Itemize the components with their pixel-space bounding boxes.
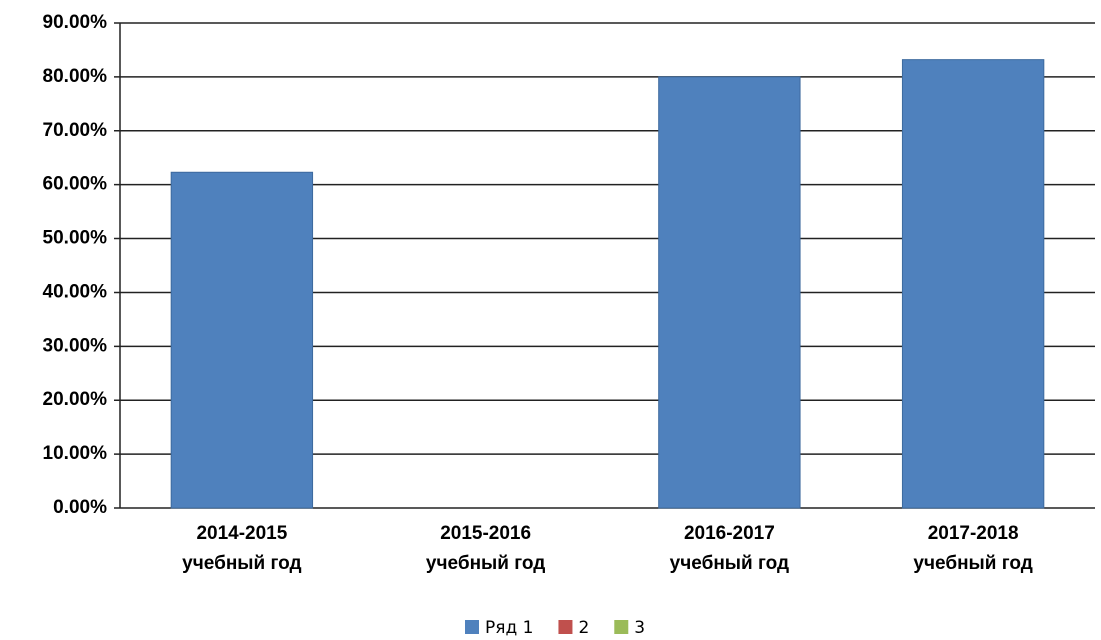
y-tick-label: 90.00% bbox=[43, 12, 108, 33]
y-tick-label: 50.00% bbox=[43, 228, 108, 249]
legend-label: Ряд 1 bbox=[485, 618, 533, 638]
bar bbox=[658, 76, 801, 509]
legend-label: 2 bbox=[578, 618, 589, 638]
y-tick-label: 20.00% bbox=[43, 389, 108, 410]
x-tick-label: 2015-2016 учебный год bbox=[426, 523, 545, 574]
y-tick-label: 40.00% bbox=[43, 281, 108, 302]
y-tick-label: 0.00% bbox=[53, 497, 107, 518]
bar bbox=[901, 59, 1045, 509]
bar bbox=[170, 171, 314, 509]
legend-swatch bbox=[465, 620, 479, 634]
x-tick-label: 2016-2017 учебный год bbox=[670, 523, 789, 574]
y-tick-label: 70.00% bbox=[43, 120, 108, 141]
legend-swatch bbox=[558, 620, 573, 634]
y-tick-label: 80.00% bbox=[43, 66, 108, 87]
x-tick-label: 2017-2018 учебный год bbox=[913, 523, 1032, 574]
y-tick-label: 30.00% bbox=[43, 335, 108, 356]
legend-label: 3 bbox=[634, 618, 645, 638]
y-tick-label: 60.00% bbox=[43, 174, 108, 195]
y-tick-label: 10.00% bbox=[43, 443, 108, 464]
legend-swatch bbox=[614, 620, 629, 634]
x-tick-label: 2014-2015 учебный год bbox=[182, 523, 301, 574]
